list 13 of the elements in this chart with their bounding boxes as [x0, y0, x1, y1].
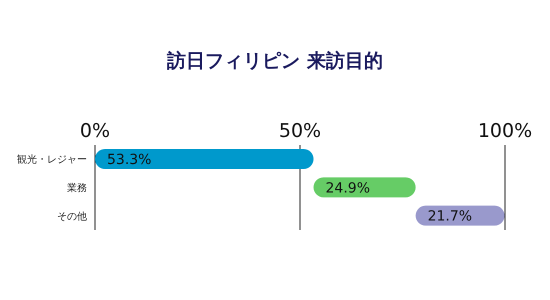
data-label: 24.9%: [326, 180, 370, 196]
y-tick-label: その他: [57, 210, 87, 222]
bar: [314, 177, 416, 198]
bar: [416, 206, 505, 226]
data-label: 21.7%: [428, 208, 472, 225]
y-tick-label: 観光・レジャー: [17, 154, 87, 166]
x-tick-label: 0%: [80, 120, 110, 142]
data-label: 53.3%: [107, 152, 152, 168]
y-tick-label: 業務: [67, 182, 87, 194]
x-tick-label: 50%: [278, 120, 322, 142]
bar: [95, 149, 314, 169]
chart-title: 訪日フィリピン 来訪目的: [166, 49, 384, 74]
x-tick-label: 100%: [478, 120, 532, 142]
